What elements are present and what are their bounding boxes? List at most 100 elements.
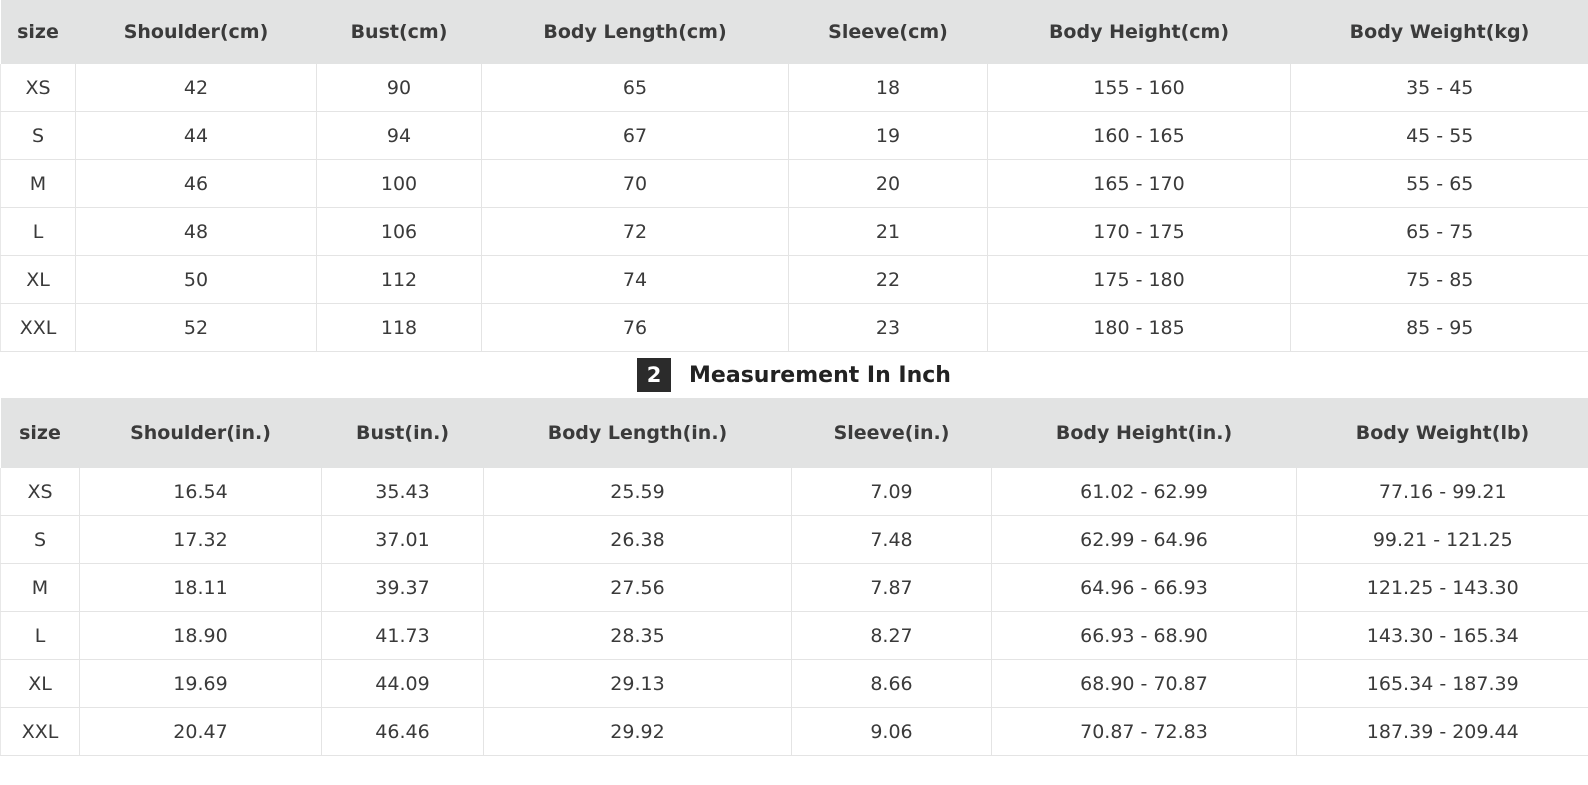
- cell-body-weight: 187.39 - 209.44: [1296, 707, 1588, 756]
- cell-size: M: [0, 159, 76, 208]
- cell-bust: 46.46: [321, 707, 484, 756]
- cell-bust: 118: [316, 303, 482, 352]
- cell-body-weight: 99.21 - 121.25: [1296, 515, 1588, 564]
- table-row: XS 42 90 65 18 155 - 160 35 - 45: [0, 64, 1588, 112]
- cell-body-weight: 77.16 - 99.21: [1296, 468, 1588, 516]
- header-row: size Shoulder(cm) Bust(cm) Body Length(c…: [0, 0, 1588, 64]
- cell-sleeve: 8.27: [791, 611, 992, 660]
- cell-bust: 112: [316, 255, 482, 304]
- column-header-shoulder: Shoulder(cm): [75, 0, 317, 64]
- cell-body-height: 70.87 - 72.83: [991, 707, 1297, 756]
- cell-body-length: 65: [481, 64, 789, 112]
- cell-body-weight: 85 - 95: [1290, 303, 1588, 352]
- table-header: size Shoulder(cm) Bust(cm) Body Length(c…: [0, 0, 1588, 64]
- table-row: M 46 100 70 20 165 - 170 55 - 65: [0, 159, 1588, 208]
- cell-shoulder: 16.54: [79, 468, 322, 516]
- cell-body-height: 160 - 165: [987, 111, 1291, 160]
- cell-bust: 39.37: [321, 563, 484, 612]
- cell-body-length: 72: [481, 207, 789, 256]
- cell-size: XS: [0, 468, 80, 516]
- cell-sleeve: 18: [788, 64, 988, 112]
- cell-size: L: [0, 207, 76, 256]
- column-header-size: size: [0, 398, 80, 468]
- cell-body-weight: 55 - 65: [1290, 159, 1588, 208]
- cell-bust: 37.01: [321, 515, 484, 564]
- cell-shoulder: 17.32: [79, 515, 322, 564]
- cell-shoulder: 46: [75, 159, 317, 208]
- cell-body-height: 61.02 - 62.99: [991, 468, 1297, 516]
- cell-sleeve: 23: [788, 303, 988, 352]
- table-body: XS 42 90 65 18 155 - 160 35 - 45 S 44 94…: [0, 64, 1588, 352]
- cell-shoulder: 18.11: [79, 563, 322, 612]
- cell-body-length: 29.13: [483, 659, 792, 708]
- table-header: size Shoulder(in.) Bust(in.) Body Length…: [0, 398, 1588, 468]
- table-row: XL 19.69 44.09 29.13 8.66 68.90 - 70.87 …: [0, 659, 1588, 708]
- cell-bust: 94: [316, 111, 482, 160]
- table-row: L 18.90 41.73 28.35 8.27 66.93 - 68.90 1…: [0, 611, 1588, 660]
- cell-sleeve: 21: [788, 207, 988, 256]
- cell-size: XL: [0, 659, 80, 708]
- cell-size: S: [0, 515, 80, 564]
- cell-shoulder: 18.90: [79, 611, 322, 660]
- column-header-shoulder: Shoulder(in.): [79, 398, 322, 468]
- cell-size: M: [0, 563, 80, 612]
- column-header-body-height: Body Height(in.): [991, 398, 1297, 468]
- cell-size: XS: [0, 64, 76, 112]
- cell-size: XXL: [0, 707, 80, 756]
- cell-sleeve: 7.87: [791, 563, 992, 612]
- cell-body-height: 62.99 - 64.96: [991, 515, 1297, 564]
- cell-body-height: 170 - 175: [987, 207, 1291, 256]
- cell-size: XL: [0, 255, 76, 304]
- cell-shoulder: 48: [75, 207, 317, 256]
- cell-shoulder: 50: [75, 255, 317, 304]
- section-title: Measurement In Inch: [689, 362, 951, 388]
- column-header-body-weight: Body Weight(kg): [1290, 0, 1588, 64]
- table-row: S 44 94 67 19 160 - 165 45 - 55: [0, 111, 1588, 160]
- cell-body-weight: 165.34 - 187.39: [1296, 659, 1588, 708]
- table-row: XXL 20.47 46.46 29.92 9.06 70.87 - 72.83…: [0, 707, 1588, 756]
- cell-body-length: 76: [481, 303, 789, 352]
- cell-sleeve: 9.06: [791, 707, 992, 756]
- cell-body-length: 74: [481, 255, 789, 304]
- cell-body-height: 155 - 160: [987, 64, 1291, 112]
- cell-body-length: 67: [481, 111, 789, 160]
- cell-body-height: 175 - 180: [987, 255, 1291, 304]
- table-body: XS 16.54 35.43 25.59 7.09 61.02 - 62.99 …: [0, 468, 1588, 756]
- cell-shoulder: 19.69: [79, 659, 322, 708]
- column-header-sleeve: Sleeve(in.): [791, 398, 992, 468]
- cell-sleeve: 19: [788, 111, 988, 160]
- cell-bust: 90: [316, 64, 482, 112]
- section-heading: 2 Measurement In Inch: [0, 352, 1588, 398]
- table-row: L 48 106 72 21 170 - 175 65 - 75: [0, 207, 1588, 256]
- cell-shoulder: 42: [75, 64, 317, 112]
- cell-body-length: 70: [481, 159, 789, 208]
- column-header-body-length: Body Length(in.): [483, 398, 792, 468]
- column-header-bust: Bust(cm): [316, 0, 482, 64]
- cell-size: XXL: [0, 303, 76, 352]
- cell-body-height: 66.93 - 68.90: [991, 611, 1297, 660]
- table-row: XS 16.54 35.43 25.59 7.09 61.02 - 62.99 …: [0, 468, 1588, 516]
- cell-bust: 106: [316, 207, 482, 256]
- cell-sleeve: 8.66: [791, 659, 992, 708]
- size-table-inch: size Shoulder(in.) Bust(in.) Body Length…: [0, 398, 1588, 756]
- cell-bust: 100: [316, 159, 482, 208]
- cell-body-weight: 143.30 - 165.34: [1296, 611, 1588, 660]
- cell-shoulder: 52: [75, 303, 317, 352]
- column-header-body-height: Body Height(cm): [987, 0, 1291, 64]
- table-row: XL 50 112 74 22 175 - 180 75 - 85: [0, 255, 1588, 304]
- cell-body-weight: 121.25 - 143.30: [1296, 563, 1588, 612]
- cell-body-height: 68.90 - 70.87: [991, 659, 1297, 708]
- table-row: XXL 52 118 76 23 180 - 185 85 - 95: [0, 303, 1588, 352]
- cell-sleeve: 7.48: [791, 515, 992, 564]
- column-header-sleeve: Sleeve(cm): [788, 0, 988, 64]
- column-header-body-length: Body Length(cm): [481, 0, 789, 64]
- cell-bust: 35.43: [321, 468, 484, 516]
- cell-bust: 41.73: [321, 611, 484, 660]
- column-header-bust: Bust(in.): [321, 398, 484, 468]
- cell-sleeve: 22: [788, 255, 988, 304]
- section-number-badge: 2: [637, 358, 672, 392]
- cell-body-height: 180 - 185: [987, 303, 1291, 352]
- cell-body-weight: 45 - 55: [1290, 111, 1588, 160]
- cell-size: L: [0, 611, 80, 660]
- cell-body-weight: 75 - 85: [1290, 255, 1588, 304]
